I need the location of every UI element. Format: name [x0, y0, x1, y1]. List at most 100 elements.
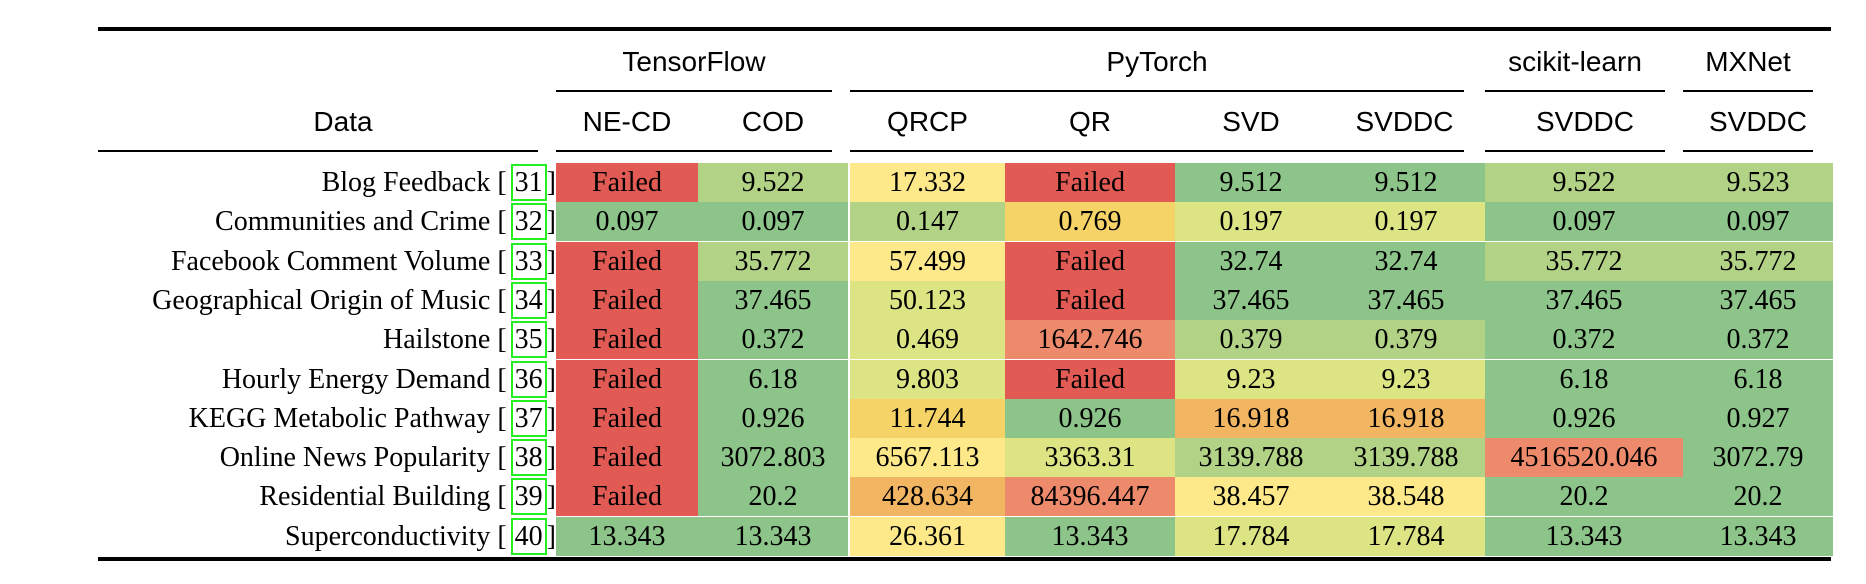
table-cell: 3363.31	[1005, 438, 1175, 478]
table-cell: 0.097	[698, 202, 848, 242]
row-label: KEGG Metabolic Pathway [37]	[90, 399, 556, 438]
table-cell: 9.512	[1327, 163, 1485, 202]
table-cell: 3072.803	[698, 438, 848, 478]
table-cell: 0.097	[1485, 202, 1683, 242]
table-cell: 3139.788	[1327, 438, 1485, 478]
cmidrule-pytorch	[850, 90, 1464, 92]
table-cell: 17.332	[850, 163, 1005, 202]
table-cell: Failed	[556, 320, 698, 360]
table-cell: 17.784	[1327, 516, 1485, 556]
table-cell: 0.926	[1485, 398, 1683, 438]
table-cell: 0.372	[1485, 320, 1683, 360]
citation-link[interactable]: 32	[510, 203, 547, 241]
table-cell: Failed	[556, 477, 698, 517]
row-label: Facebook Comment Volume [33]	[90, 242, 556, 281]
table-cell: 37.465	[1327, 280, 1485, 320]
table-cell: 20.2	[698, 477, 848, 517]
table-cell: 0.097	[556, 202, 698, 242]
table-cell: 9.23	[1327, 359, 1485, 399]
table-cell: Failed	[556, 241, 698, 281]
citation-link[interactable]: 33	[510, 242, 547, 280]
table-cell: Failed	[1005, 163, 1175, 202]
table-cell: 0.379	[1327, 320, 1485, 360]
cmidrule-mxnet	[1683, 90, 1813, 92]
col-header-ne-cd: NE-CD	[582, 106, 672, 137]
dataset-name: KEGG Metabolic Pathway	[188, 402, 491, 434]
table-cell: 17.784	[1175, 516, 1327, 556]
dataset-name: Blog Feedback	[321, 167, 491, 198]
table-cell: 9.523	[1683, 163, 1833, 202]
table-cell: 0.097	[1683, 202, 1833, 242]
table-cell: 35.772	[1485, 241, 1683, 281]
table-cell: 1642.746	[1005, 320, 1175, 360]
header-rule-tensorflow	[556, 150, 832, 152]
table-cell: Failed	[1005, 359, 1175, 399]
table-cell: 13.343	[698, 516, 848, 556]
row-label: Communities and Crime [32]	[90, 202, 556, 241]
table-cell: 9.522	[698, 163, 848, 202]
table-cell: 4516520.046	[1485, 438, 1683, 478]
table-cell: 6567.113	[850, 438, 1005, 478]
header-rule-mxnet	[1683, 150, 1813, 152]
row-label: Hailstone [35]	[90, 320, 556, 359]
table-cell: Failed	[556, 163, 698, 202]
row-label: Geographical Origin of Music [34]	[90, 281, 556, 320]
table-cell: 9.23	[1175, 359, 1327, 399]
row-label: Online News Popularity [38]	[90, 438, 556, 477]
col-header-qrcp: QRCP	[887, 106, 968, 137]
table-cell: 37.465	[698, 280, 848, 320]
cmidrule-tensorflow	[556, 90, 832, 92]
table-cell: Failed	[1005, 241, 1175, 281]
table-cell: 11.744	[850, 398, 1005, 438]
row-label: Residential Building [39]	[90, 477, 556, 516]
citation-link[interactable]: 37	[510, 399, 547, 437]
dataset-name: Superconductivity	[285, 520, 491, 552]
bottom-rule	[98, 557, 1831, 561]
dataset-name: Residential Building	[259, 481, 491, 513]
table-cell: 0.926	[1005, 398, 1175, 438]
table-cell: 13.343	[556, 516, 698, 556]
col-header-svddc-scikit-learn: SVDDC	[1535, 106, 1634, 137]
table-cell: 37.465	[1683, 280, 1833, 320]
top-rule	[98, 27, 1831, 31]
table-cell: 6.18	[1485, 359, 1683, 399]
table-cell: 9.803	[850, 359, 1005, 399]
row-label: Superconductivity [40]	[90, 517, 556, 556]
col-header-svd: SVD	[1222, 106, 1280, 137]
citation-link[interactable]: 38	[510, 439, 547, 477]
table-cell: 9.512	[1175, 163, 1327, 202]
citation-link[interactable]: 36	[510, 360, 547, 398]
table-cell: 37.465	[1175, 280, 1327, 320]
table-cell: 50.123	[850, 280, 1005, 320]
table-cell: 57.499	[850, 241, 1005, 281]
col-header-svddc-pytorch: SVDDC	[1355, 106, 1454, 137]
table-cell: 16.918	[1327, 398, 1485, 438]
table-cell: 32.74	[1327, 241, 1485, 281]
table-cell: 32.74	[1175, 241, 1327, 281]
table-cell: 0.927	[1683, 398, 1833, 438]
citation-link[interactable]: 35	[510, 321, 547, 359]
citation-link[interactable]: 40	[510, 517, 547, 555]
table-cell: 37.465	[1485, 280, 1683, 320]
table-cell: 38.548	[1327, 477, 1485, 517]
citation-link[interactable]: 34	[510, 281, 547, 319]
table-cell: 0.372	[1683, 320, 1833, 360]
data-column-header: Data	[313, 106, 373, 137]
table-cell: 0.197	[1175, 202, 1327, 242]
citation-link[interactable]: 31	[510, 164, 547, 201]
dataset-name: Geographical Origin of Music	[152, 284, 491, 316]
table-cell: 6.18	[1683, 359, 1833, 399]
citation-link[interactable]: 39	[510, 478, 547, 516]
header-rule-data	[98, 150, 538, 152]
table-cell: 0.469	[850, 320, 1005, 360]
table-cell: 3139.788	[1175, 438, 1327, 478]
table-cell: 13.343	[1005, 516, 1175, 556]
col-header-svddc-mxnet: SVDDC	[1708, 106, 1807, 137]
table-cell: 3072.79	[1683, 438, 1833, 478]
table-cell: 0.769	[1005, 202, 1175, 242]
group-header-tensorflow: TensorFlow	[622, 46, 766, 77]
dataset-name: Hailstone	[383, 324, 491, 356]
table-cell: 0.147	[850, 202, 1005, 242]
cmidrule-scikit-learn	[1485, 90, 1665, 92]
